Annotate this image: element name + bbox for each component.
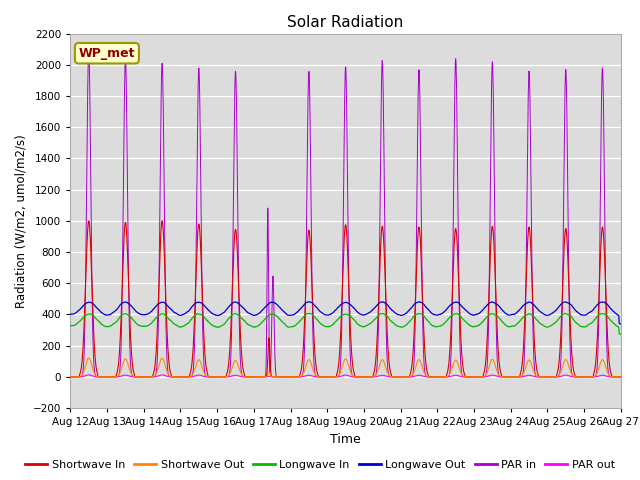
Title: Solar Radiation: Solar Radiation — [287, 15, 404, 30]
Y-axis label: Radiation (W/m2, umol/m2/s): Radiation (W/m2, umol/m2/s) — [15, 134, 28, 308]
Text: WP_met: WP_met — [79, 47, 135, 60]
X-axis label: Time: Time — [330, 432, 361, 445]
Legend: Shortwave In, Shortwave Out, Longwave In, Longwave Out, PAR in, PAR out: Shortwave In, Shortwave Out, Longwave In… — [20, 456, 620, 474]
